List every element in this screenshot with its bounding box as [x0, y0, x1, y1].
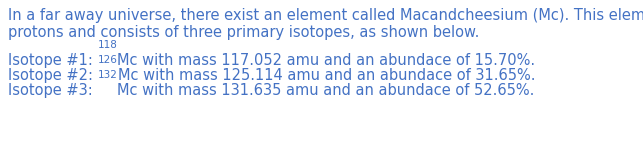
- Text: Mc with mass 125.114 amu and an abundace of 31.65%.: Mc with mass 125.114 amu and an abundace…: [118, 68, 535, 83]
- Text: 132: 132: [97, 70, 117, 80]
- Text: 118: 118: [98, 40, 118, 50]
- Text: 126: 126: [98, 55, 118, 65]
- Text: Isotope #2:: Isotope #2:: [8, 68, 98, 83]
- Text: Mc with mass 131.635 amu and an abundace of 52.65%.: Mc with mass 131.635 amu and an abundace…: [117, 83, 534, 98]
- Text: In a far away universe, there exist an element called Macandcheesium (Mc). This : In a far away universe, there exist an e…: [8, 8, 643, 23]
- Text: Isotope #1:: Isotope #1:: [8, 53, 98, 68]
- Text: Isotope #3:: Isotope #3:: [8, 83, 97, 98]
- Text: protons and consists of three primary isotopes, as shown below.: protons and consists of three primary is…: [8, 25, 480, 40]
- Text: Mc with mass 117.052 amu and an abundace of 15.70%.: Mc with mass 117.052 amu and an abundace…: [118, 53, 536, 68]
